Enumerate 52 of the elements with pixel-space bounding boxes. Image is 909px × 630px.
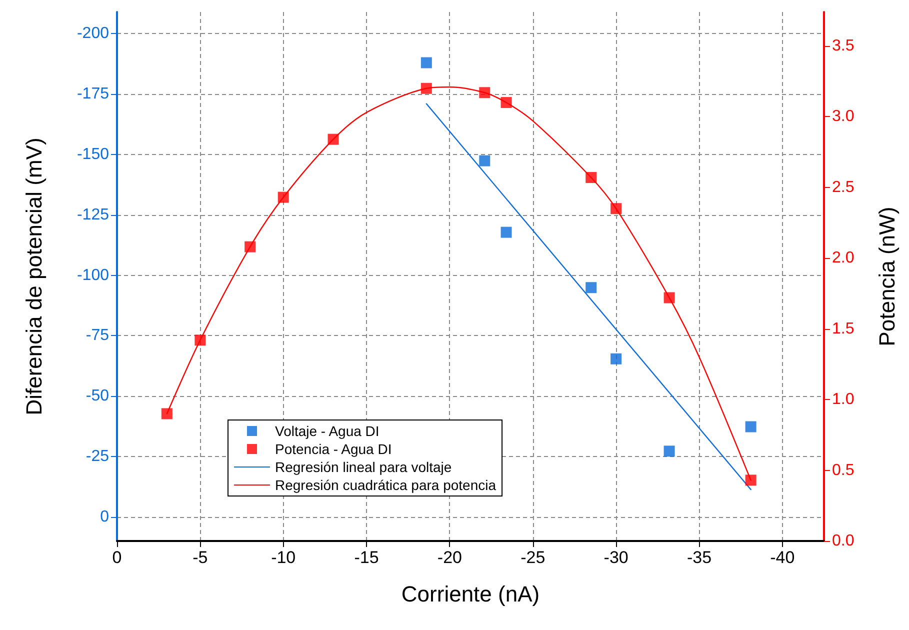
point xyxy=(664,446,675,457)
point xyxy=(745,421,756,432)
point xyxy=(664,292,675,304)
y2-tick-label: 2.0 xyxy=(832,250,854,267)
y-axis-title: Diferencia de potencial (mV) xyxy=(22,138,46,416)
legend-label: Regresión lineal para voltaje xyxy=(275,459,452,475)
point xyxy=(500,97,512,108)
y2-tick-label: 1.5 xyxy=(832,320,854,338)
x-tick-label: -15 xyxy=(354,548,379,567)
point xyxy=(586,172,597,183)
x-tick-label: -10 xyxy=(271,548,296,567)
point xyxy=(244,241,256,252)
y2-tick-label: 0.0 xyxy=(832,532,854,550)
x-tick-label: 0 xyxy=(112,548,122,567)
y-tick-label: -50 xyxy=(86,388,110,405)
legend-label: Regresión cuadrática para potencia xyxy=(275,477,496,493)
x-tick-label: -40 xyxy=(770,548,795,567)
legend-label: Voltaje - Agua DI xyxy=(275,423,380,439)
y-tick-label: -100 xyxy=(76,266,110,284)
x-tick-label: -30 xyxy=(604,548,628,567)
y2-tick-label: 3.0 xyxy=(832,108,854,126)
y-tick-label: -150 xyxy=(76,146,110,164)
y2-tick-label: 0.5 xyxy=(832,462,854,479)
y-tick-label: -200 xyxy=(76,25,110,42)
point xyxy=(500,226,512,238)
y-tick-label: 0 xyxy=(100,508,110,526)
x-tick-label: -5 xyxy=(192,548,208,567)
y2-tick-label: 3.5 xyxy=(832,37,854,54)
point xyxy=(328,134,339,145)
y-tick-label: -25 xyxy=(86,448,110,465)
y2-tick-label: 1.0 xyxy=(832,391,854,408)
point xyxy=(194,334,206,346)
point xyxy=(479,87,490,98)
x-tick-label: -25 xyxy=(520,548,546,567)
x-tick-label: -20 xyxy=(437,548,462,567)
x-tick-label: -35 xyxy=(686,548,712,567)
legend-label: Potencia - Agua DI xyxy=(275,441,392,457)
point xyxy=(420,82,432,94)
y-tick-label: -175 xyxy=(76,86,110,103)
y-tick-label: -125 xyxy=(76,206,110,224)
point xyxy=(479,155,490,166)
point xyxy=(610,203,622,214)
point xyxy=(610,353,622,364)
x-axis-title: Corriente (nA) xyxy=(401,582,540,606)
point xyxy=(586,282,597,294)
point xyxy=(420,57,432,68)
point xyxy=(278,192,289,203)
point xyxy=(161,408,172,420)
point xyxy=(745,474,756,486)
y2-axis-title: Potencia (nW) xyxy=(874,206,900,346)
y2-tick-label: 2.5 xyxy=(832,178,854,196)
y-tick-label: -75 xyxy=(86,327,110,344)
